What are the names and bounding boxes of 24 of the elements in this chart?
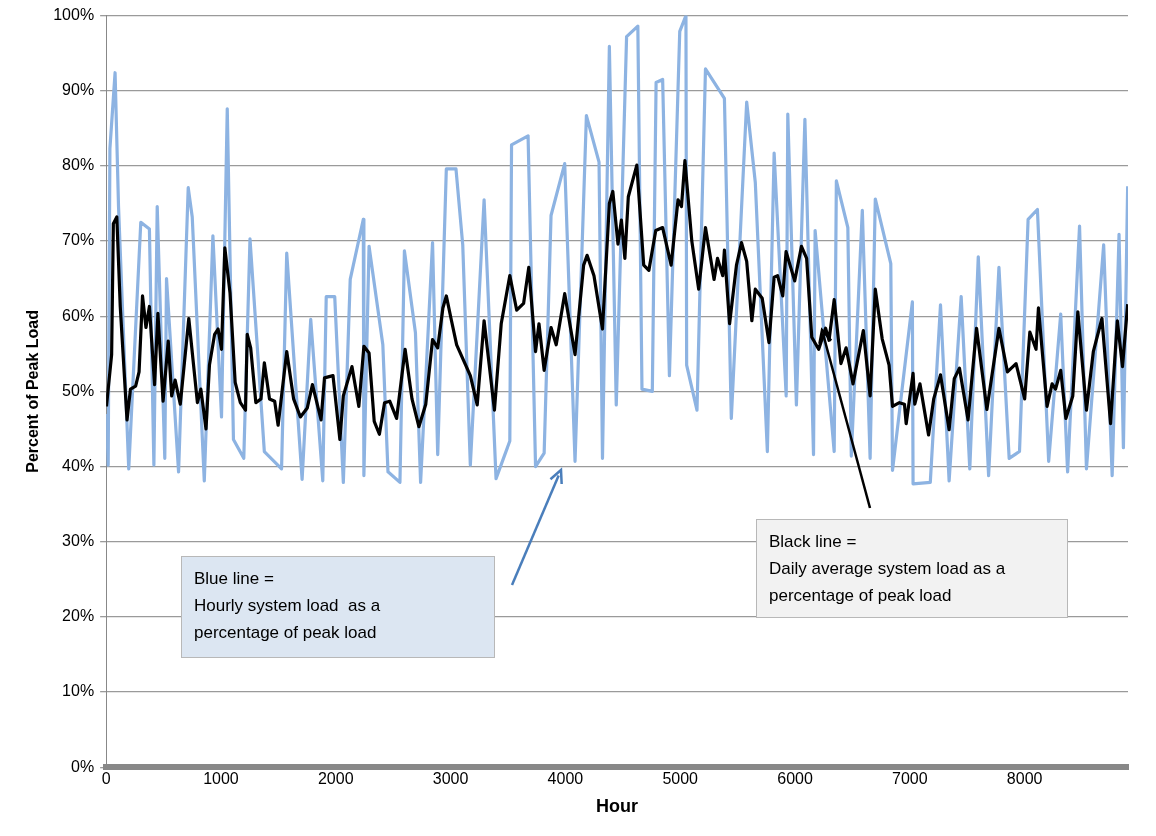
y-tick-label: 30% xyxy=(62,532,95,550)
y-tick-label: 90% xyxy=(62,81,95,99)
text-box: Black line = Daily average system load as a percentage of peak load xyxy=(756,519,1068,618)
x-tick-label: 0 xyxy=(101,770,111,788)
x-tick-label: 4000 xyxy=(547,770,584,788)
x-tick-label: 5000 xyxy=(662,770,699,788)
x-tick-label: 6000 xyxy=(777,770,813,788)
x-tick-label: 3000 xyxy=(432,770,469,788)
y-tick-label: 0% xyxy=(71,757,95,775)
y-tick-label: 80% xyxy=(62,156,95,174)
y-tick-label: 50% xyxy=(62,381,95,399)
x-tick-label: 1000 xyxy=(203,770,239,788)
y-axis-title: Percent of Peak Load xyxy=(24,310,42,473)
y-tick-label: 40% xyxy=(62,456,95,474)
y-tick-label: 70% xyxy=(62,231,95,249)
text-box: Blue line = Hourly system load as a percentage of peak load xyxy=(181,556,495,658)
y-tick-label: 60% xyxy=(62,306,95,324)
y-tick-label: 10% xyxy=(62,682,95,700)
x-tick-label: 2000 xyxy=(317,770,354,788)
x-tick-label: 7000 xyxy=(892,770,928,788)
y-tick-label: 100% xyxy=(53,6,95,24)
y-tick-label: 20% xyxy=(62,607,95,625)
x-axis-title: Hour xyxy=(596,796,639,817)
x-tick-label: 8000 xyxy=(1006,770,1043,788)
